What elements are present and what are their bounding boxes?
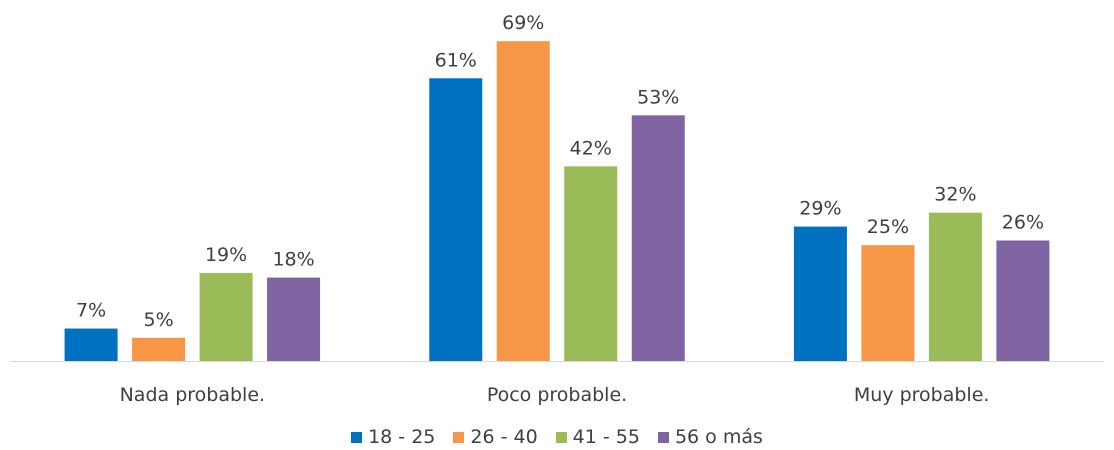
data-label: 19%	[205, 244, 247, 266]
bar	[429, 78, 483, 361]
bar	[267, 277, 321, 361]
bar	[64, 328, 118, 361]
category-label: Muy probable.	[854, 384, 990, 406]
data-label: 53%	[637, 86, 679, 108]
data-label: 32%	[934, 184, 976, 206]
legend-swatch	[453, 431, 465, 443]
bar	[928, 212, 982, 361]
data-label: 25%	[867, 216, 909, 238]
legend-item: 26 - 40	[453, 426, 538, 448]
legend-label: 18 - 25	[368, 426, 436, 448]
legend-swatch	[351, 431, 363, 443]
bar	[861, 245, 915, 361]
legend-item: 18 - 25	[351, 426, 435, 448]
legend-item: 56 o más	[657, 426, 763, 448]
bar	[132, 337, 186, 361]
data-label: 69%	[502, 12, 544, 34]
bar	[564, 166, 618, 361]
bar	[996, 240, 1050, 361]
data-label: 29%	[799, 198, 841, 220]
chart-legend: 18 - 25 26 - 40 41 - 55 56 o más	[0, 425, 1114, 449]
legend-item: 41 - 55	[555, 426, 640, 448]
legend-swatch	[657, 431, 669, 443]
bar	[631, 115, 685, 361]
category-label: Poco probable.	[487, 384, 627, 406]
legend-swatch	[555, 431, 567, 443]
bar	[793, 226, 847, 361]
legend-label: 56 o más	[674, 426, 763, 448]
data-label: 26%	[1002, 211, 1044, 233]
data-label: 61%	[435, 49, 477, 71]
data-label: 42%	[570, 137, 612, 159]
bar	[496, 41, 550, 362]
legend-label: 26 - 40	[470, 426, 538, 448]
data-label: 7%	[76, 300, 106, 322]
category-label: Nada probable.	[120, 384, 265, 406]
legend-label: 41 - 55	[572, 426, 640, 448]
data-label: 5%	[144, 309, 174, 331]
bar	[199, 272, 253, 361]
data-label: 18%	[272, 249, 314, 271]
bar-chart: 7% 5% 19% 18% Nada probable. 61% 69% 42% 53% Poco…	[10, 12, 1104, 406]
